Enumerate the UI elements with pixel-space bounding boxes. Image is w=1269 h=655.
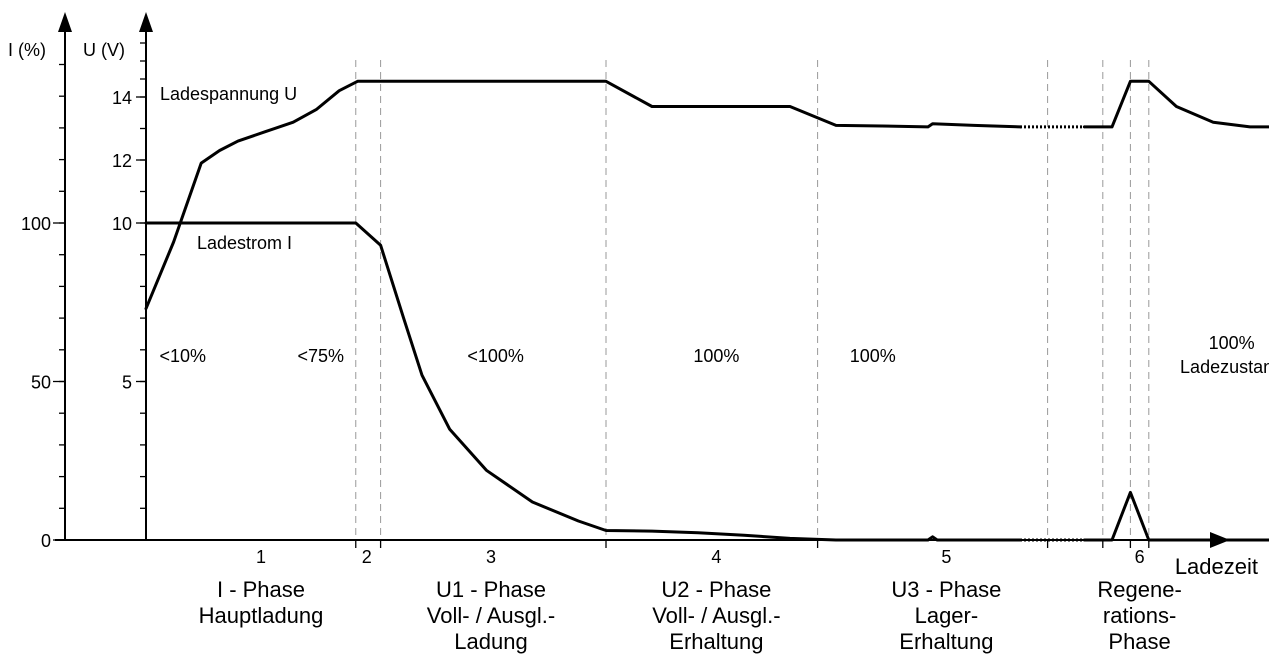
phase-description: Phase bbox=[1108, 629, 1170, 654]
u-tick-label: 12 bbox=[112, 151, 132, 171]
current-curve bbox=[144, 221, 1022, 542]
phase-description: Erhaltung bbox=[899, 629, 993, 654]
phase-description: rations- bbox=[1103, 603, 1176, 628]
i-axis-label: I (%) bbox=[8, 40, 46, 60]
charge-state-label: <10% bbox=[160, 346, 207, 366]
phase-description: Ladung bbox=[454, 629, 527, 654]
voltage-curve bbox=[144, 79, 1022, 311]
i-tick-label: 0 bbox=[41, 531, 51, 551]
charge-state-label: <75% bbox=[298, 346, 345, 366]
u-tick-label: 14 bbox=[112, 88, 132, 108]
i-tick-label: 50 bbox=[31, 373, 51, 393]
u-tick-label: 10 bbox=[112, 214, 132, 234]
charge-state-label: 100% bbox=[693, 346, 739, 366]
phase-description: Voll- / Ausgl.- bbox=[652, 603, 780, 628]
current-curve-end bbox=[1082, 490, 1269, 542]
x-axis-label: Ladezeit bbox=[1175, 554, 1258, 579]
i-axis-arrow bbox=[58, 12, 72, 32]
phase-description: I - Phase bbox=[217, 577, 305, 602]
u-tick-label: 5 bbox=[122, 373, 132, 393]
charge-state-label: 100% bbox=[1209, 333, 1255, 353]
phase-number: 3 bbox=[486, 547, 496, 567]
voltage-curve-end bbox=[1082, 79, 1269, 129]
phase-description: Erhaltung bbox=[669, 629, 763, 654]
ticks bbox=[53, 42, 146, 541]
phase-number: 2 bbox=[362, 547, 372, 567]
u-axis-arrow bbox=[139, 12, 153, 32]
series-label-voltage: Ladespannung U bbox=[160, 84, 297, 104]
phase-description: U2 - Phase bbox=[661, 577, 771, 602]
u-axis-label: U (V) bbox=[83, 40, 125, 60]
phase-description: Regene- bbox=[1097, 577, 1181, 602]
phase-number: 6 bbox=[1135, 547, 1145, 567]
phase-description: Hauptladung bbox=[199, 603, 324, 628]
phase-description: Lager- bbox=[915, 603, 979, 628]
phase-number: 5 bbox=[941, 547, 951, 567]
series bbox=[144, 79, 1269, 542]
charge-state-label: 100% bbox=[850, 346, 896, 366]
phase-number: 1 bbox=[256, 547, 266, 567]
charge-state-label: <100% bbox=[467, 346, 524, 366]
phase-number: 4 bbox=[711, 547, 721, 567]
series-label-current: Ladestrom I bbox=[197, 233, 292, 253]
phase-description: U1 - Phase bbox=[436, 577, 546, 602]
i-tick-label: 100 bbox=[21, 214, 51, 234]
phase-description: Voll- / Ausgl.- bbox=[427, 603, 555, 628]
phase-description: U3 - Phase bbox=[891, 577, 1001, 602]
phase-lines bbox=[355, 60, 1150, 548]
charge-state-label: Ladezustand bbox=[1180, 357, 1269, 377]
